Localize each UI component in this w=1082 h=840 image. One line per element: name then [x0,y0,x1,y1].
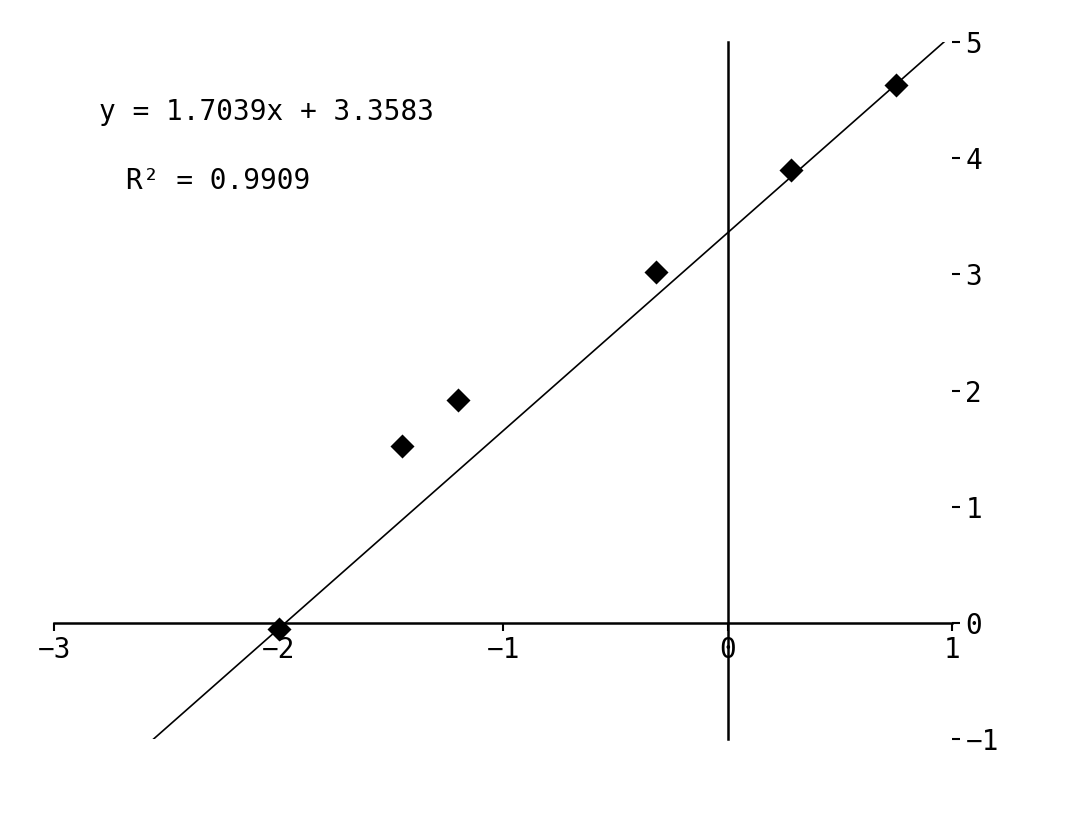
Point [394,439,411,453]
Point [270,622,288,636]
Point [647,265,664,279]
Point [450,393,467,407]
Point [887,78,905,92]
Text: R² = 0.9909: R² = 0.9909 [126,167,311,196]
Text: y = 1.7039x + 3.3583: y = 1.7039x + 3.3583 [100,97,434,126]
Point [782,163,800,176]
